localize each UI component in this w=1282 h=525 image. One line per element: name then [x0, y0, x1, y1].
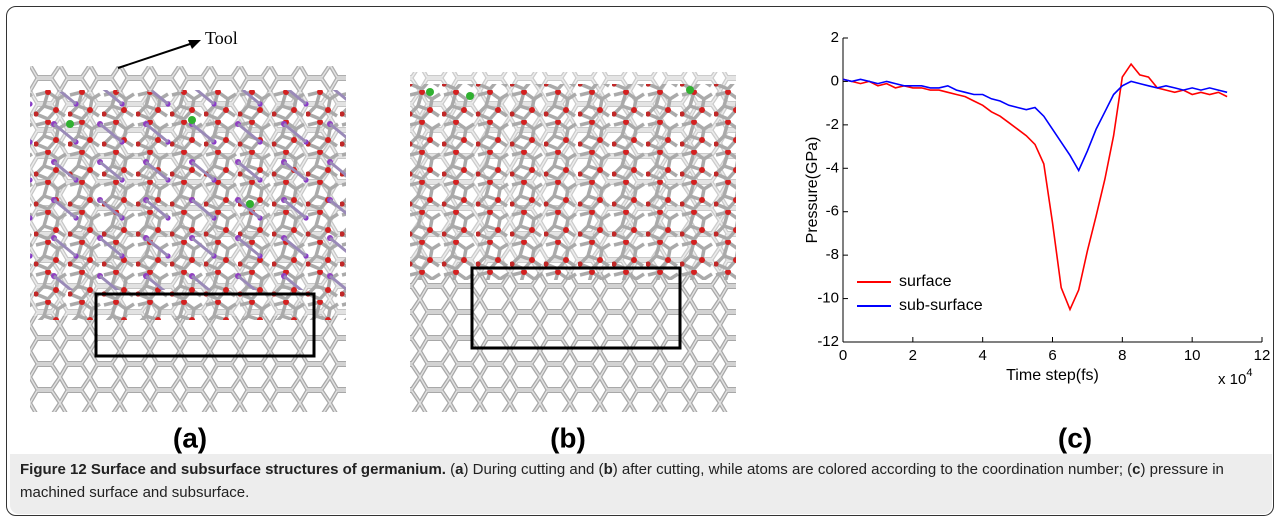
amorphous-region-b	[410, 84, 736, 280]
caption-text: (	[450, 461, 456, 478]
caption-band	[10, 454, 1272, 514]
green-atom	[66, 120, 74, 128]
y-tick-label: 2	[831, 29, 839, 46]
y-tick-label: -2	[826, 116, 839, 133]
tool-label: Tool	[205, 28, 238, 48]
x-tick-label: 12	[1254, 347, 1271, 364]
green-atom	[426, 88, 434, 96]
tool-atoms	[30, 66, 346, 92]
y-tick-label: -10	[817, 290, 839, 307]
caption-text: ) after cutting, while atoms are colored…	[612, 461, 1133, 478]
legend-label: sub-surface	[899, 297, 983, 314]
y-tick-label: -4	[826, 159, 839, 176]
caption-text: ) During cutting and (	[463, 461, 604, 478]
green-atom	[686, 86, 694, 94]
green-atom	[246, 200, 254, 208]
y-tick-label: -12	[817, 333, 839, 350]
caption-ref: a	[455, 461, 464, 478]
figure-panels: Tool (a) (b) (c) x 104 -12-10-8-6-4-2020…	[30, 28, 1270, 453]
y-axis-label: Pressure(GPa)	[804, 137, 821, 244]
y-tick-label: -6	[826, 203, 839, 220]
coordination-atoms-a	[30, 90, 346, 290]
caption-ref: b	[603, 461, 613, 478]
x-scale-label: x 104	[1218, 367, 1252, 388]
highlight-box-b	[470, 266, 682, 350]
x-tick-label: 8	[1118, 347, 1126, 364]
x-scale-base: x 10	[1218, 371, 1246, 388]
caption-ref: c	[1132, 461, 1141, 478]
data-line	[842, 78, 1228, 173]
x-tick-label: 2	[909, 347, 917, 364]
caption: Figure 12 Surface and subsurface structu…	[20, 458, 1250, 504]
figure-frame	[6, 6, 1274, 516]
x-tick-label: 0	[839, 347, 847, 364]
panel-label: (c)	[1058, 422, 1092, 453]
green-atom	[188, 116, 196, 124]
caption-text: ) pressure in machined surface and subsu…	[20, 461, 1224, 501]
y-tick-label: 0	[831, 72, 839, 89]
green-atom	[466, 92, 474, 100]
x-tick-label: 6	[1048, 347, 1056, 364]
legend-label: surface	[899, 273, 952, 290]
x-tick-label: 4	[978, 347, 986, 364]
highlight-box-a	[94, 292, 316, 358]
panel-label: (b)	[550, 422, 586, 453]
tool-arrowhead	[188, 40, 201, 49]
panel-label: (a)	[173, 422, 207, 453]
caption-title: Figure 12 Surface and subsurface structu…	[20, 461, 446, 478]
x-tick-label: 10	[1184, 347, 1201, 364]
x-axis-label: Time step(fs)	[1006, 367, 1099, 384]
y-tick-label: -8	[826, 246, 839, 263]
tool-arrow	[117, 41, 197, 69]
x-scale-exponent: 4	[1246, 367, 1252, 379]
